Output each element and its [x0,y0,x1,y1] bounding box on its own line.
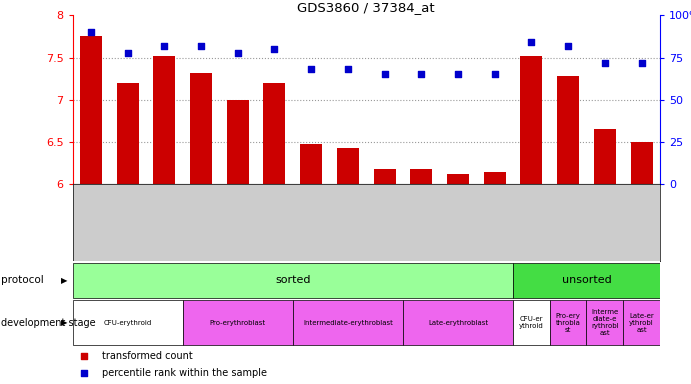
Text: transformed count: transformed count [102,351,193,361]
Point [453,71,464,78]
Bar [550,300,587,345]
Text: ▶: ▶ [61,318,67,327]
Text: Pro-ery
throbla
st: Pro-ery throbla st [556,313,580,333]
Text: unsorted: unsorted [562,275,612,285]
Bar [117,83,139,184]
Point [599,60,610,66]
Point [232,50,243,56]
Point [636,60,647,66]
Point [526,39,537,45]
Bar [623,300,660,345]
Bar [513,300,550,345]
Point [468,110,479,116]
Point [122,50,133,56]
Bar [520,56,542,184]
Bar [594,129,616,184]
Point [416,71,427,78]
Point [86,29,97,35]
Point [468,264,479,270]
Point [489,71,500,78]
Point [159,43,170,49]
Text: percentile rank within the sample: percentile rank within the sample [102,368,267,378]
Bar [263,83,285,184]
Text: CFU-er
ythroid: CFU-er ythroid [519,316,544,329]
Point [196,43,207,49]
Bar [374,169,395,184]
Point [562,43,574,49]
Bar [73,263,513,298]
Bar [182,300,293,345]
Text: Late-er
ythrobl
ast: Late-er ythrobl ast [630,313,654,333]
Text: development stage: development stage [1,318,96,328]
Bar [80,36,102,184]
Text: sorted: sorted [275,275,310,285]
Bar [153,56,176,184]
Bar [227,100,249,184]
Bar [484,172,506,184]
Text: Pro-erythroblast: Pro-erythroblast [209,319,266,326]
Title: GDS3860 / 37384_at: GDS3860 / 37384_at [297,1,435,14]
Bar [557,76,579,184]
Point [305,66,316,73]
Text: ▶: ▶ [61,276,67,285]
Point [342,66,353,73]
Text: protocol: protocol [1,275,44,285]
Bar [337,148,359,184]
Bar [410,169,433,184]
Point [379,71,390,78]
Bar [190,73,212,184]
Bar [587,300,623,345]
Bar [293,300,403,345]
Bar [447,174,469,184]
Point [269,46,280,52]
Text: CFU-erythroid: CFU-erythroid [104,319,152,326]
Bar [73,300,182,345]
Bar [300,144,322,184]
Text: Late-erythroblast: Late-erythroblast [428,319,488,326]
Text: Interme
diate-e
rythrobl
ast: Interme diate-e rythrobl ast [591,309,618,336]
Text: Intermediate-erythroblast: Intermediate-erythroblast [303,319,392,326]
Bar [403,300,513,345]
Bar [513,263,660,298]
Bar [630,142,652,184]
